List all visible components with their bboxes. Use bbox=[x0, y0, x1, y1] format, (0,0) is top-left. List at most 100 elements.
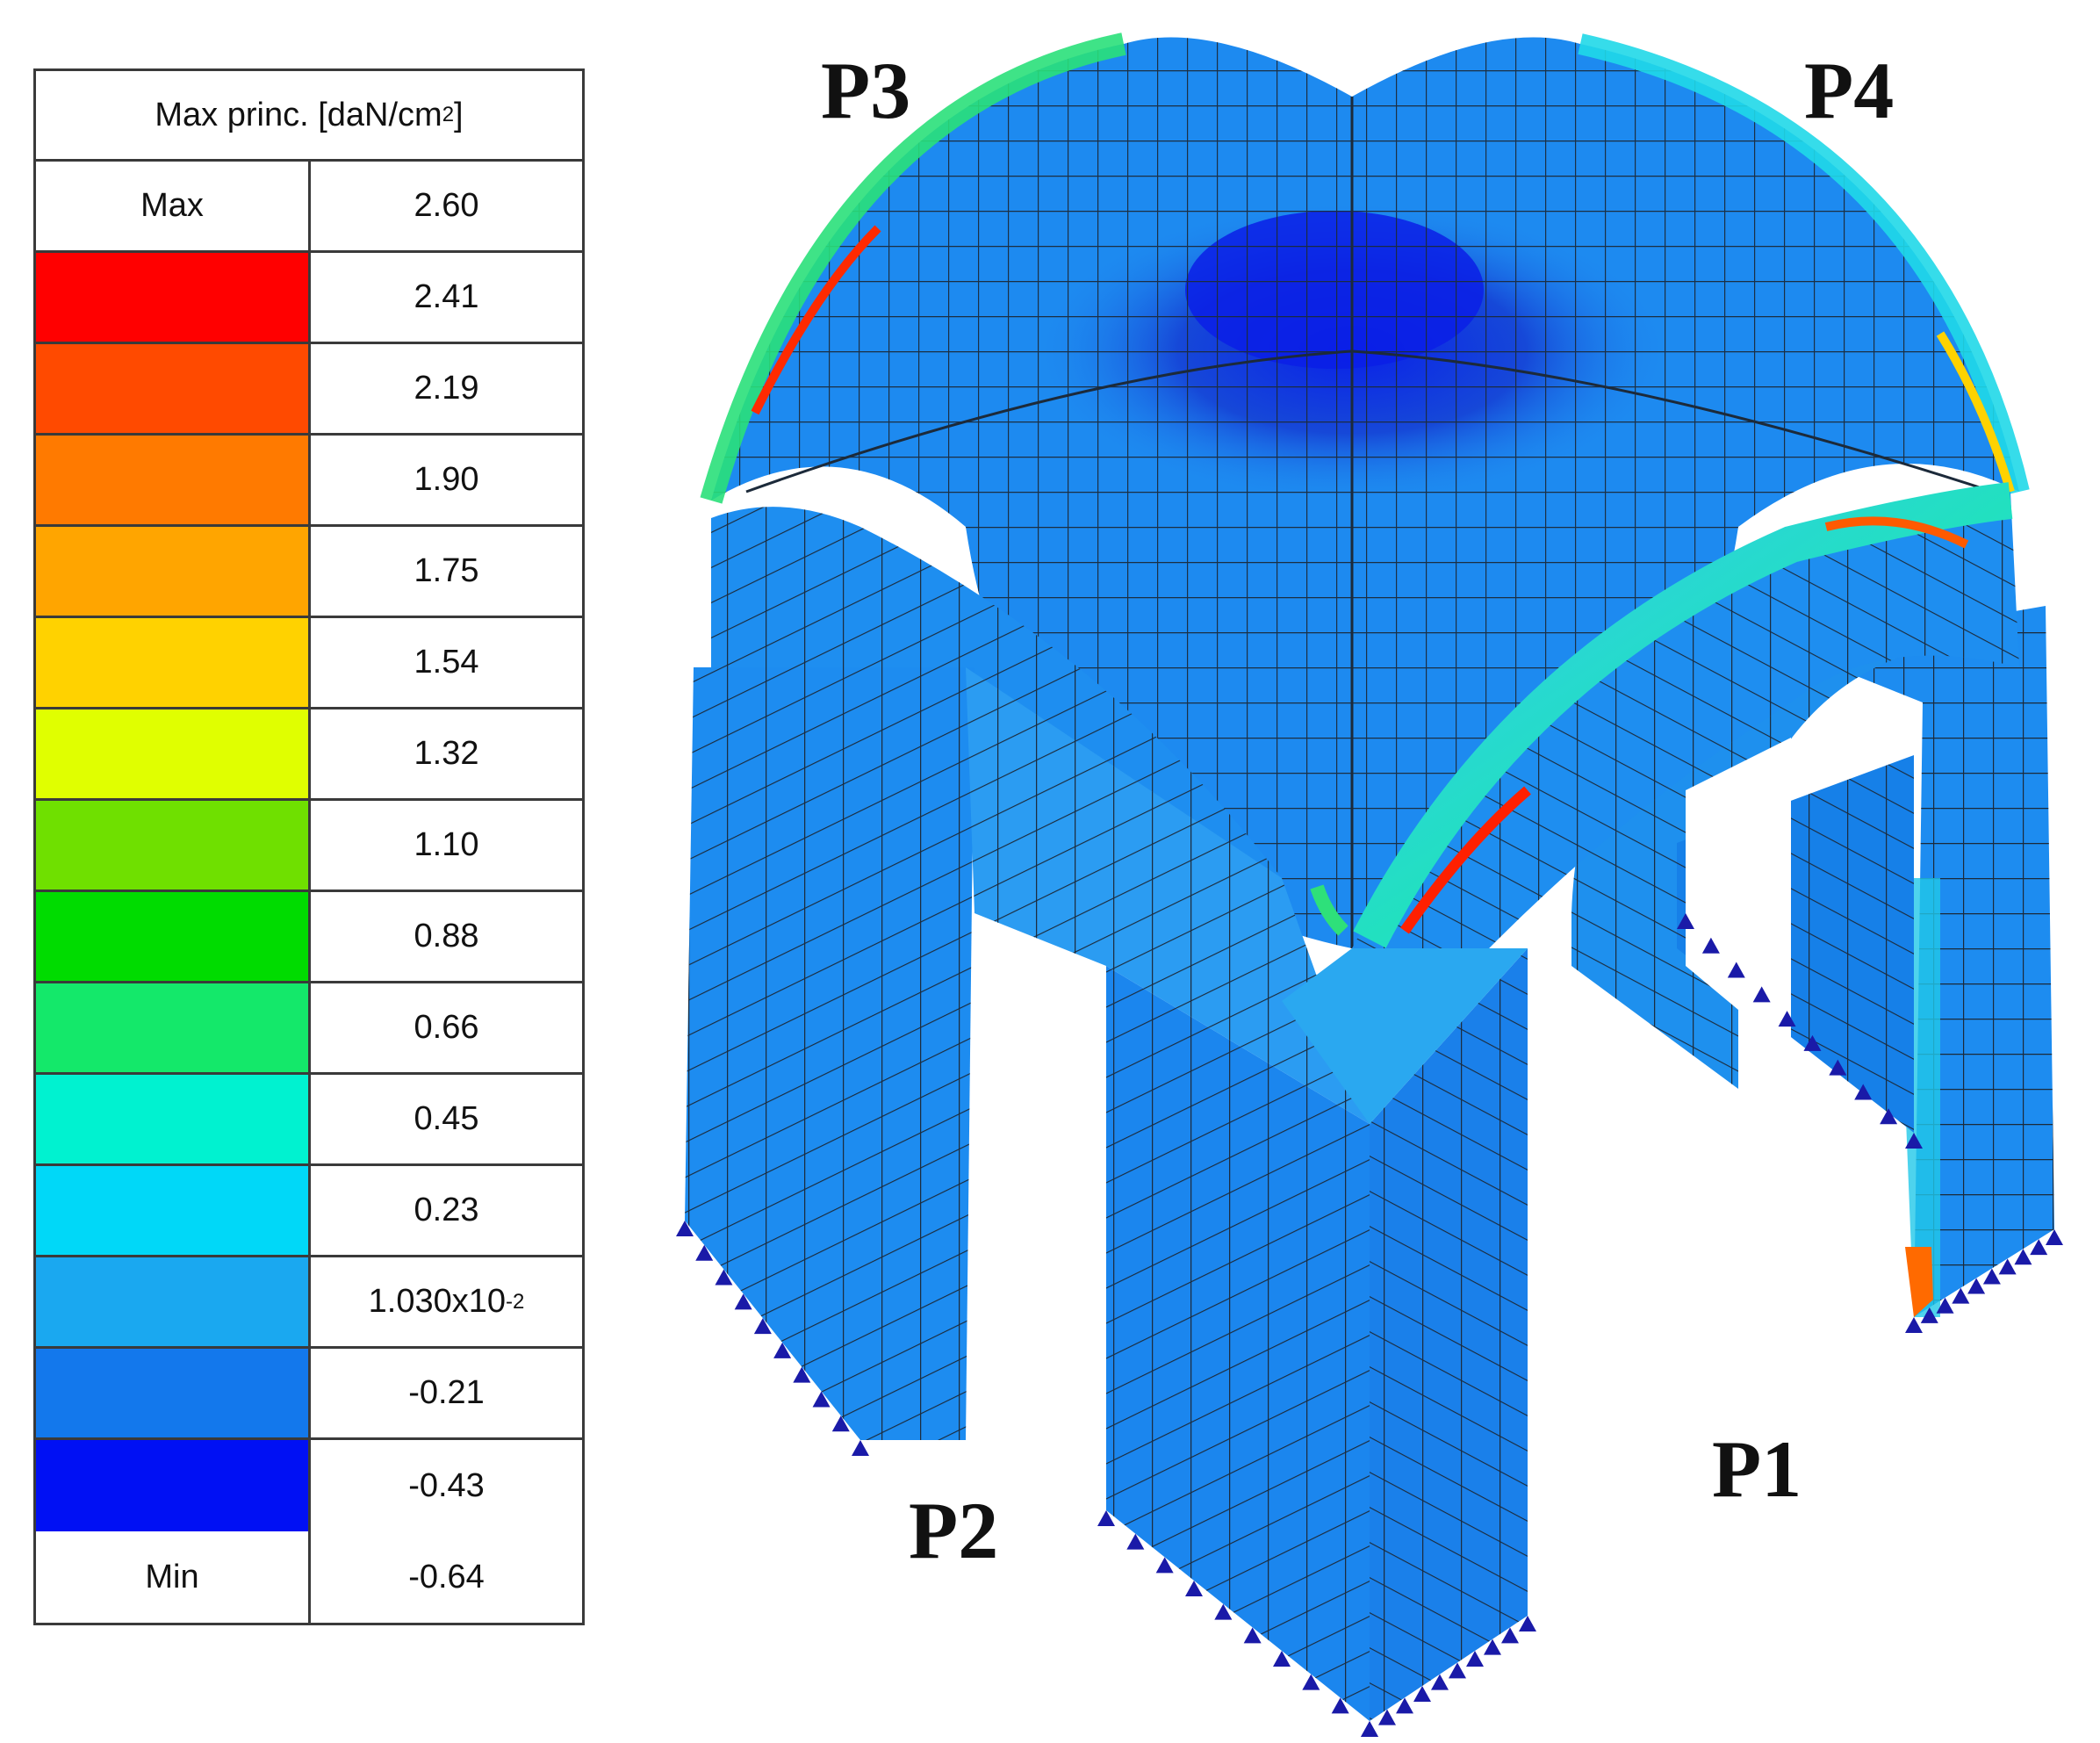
legend-band-value: 1.75 bbox=[414, 552, 479, 589]
legend-row-min: Min -0.64 bbox=[36, 1531, 582, 1623]
legend-band-row: 1.10 bbox=[36, 801, 582, 892]
support-marker bbox=[1701, 937, 1720, 954]
vault-fem-render bbox=[676, 32, 2063, 1737]
legend-band-row: 2.41 bbox=[36, 253, 582, 344]
legend-min-value: -0.64 bbox=[408, 1558, 485, 1595]
legend-band-value: 1.10 bbox=[414, 826, 479, 863]
legend-band-row: -0.21 bbox=[36, 1349, 582, 1440]
support-marker bbox=[831, 1415, 850, 1432]
support-marker bbox=[1273, 1651, 1291, 1667]
support-marker bbox=[1214, 1603, 1233, 1620]
support-marker bbox=[1829, 1059, 1847, 1076]
support-marker bbox=[793, 1366, 811, 1383]
pier-label-p3: P3 bbox=[821, 46, 911, 135]
legend-max-value: 2.60 bbox=[414, 187, 479, 224]
legend-band-row: 1.030x10 -2 bbox=[36, 1257, 582, 1349]
legend-band-row: 1.54 bbox=[36, 618, 582, 709]
legend-band-row: 0.88 bbox=[36, 892, 582, 983]
legend-max-label: Max bbox=[36, 162, 311, 250]
vault-model: P3 P4 P2 P1 bbox=[650, 0, 2100, 1739]
arch-front bbox=[711, 482, 2019, 1019]
legend-band-value: 0.45 bbox=[414, 1100, 479, 1137]
legend-band-row: 1.90 bbox=[36, 436, 582, 527]
legend-band-row: 1.32 bbox=[36, 709, 582, 801]
legend-color-swatch bbox=[36, 1349, 311, 1437]
pier-label-p1: P1 bbox=[1712, 1424, 1802, 1514]
pier-front-center bbox=[966, 667, 1528, 1721]
legend-band-value: 2.41 bbox=[414, 278, 479, 315]
support-marker bbox=[812, 1391, 831, 1408]
legend-band-value: 0.66 bbox=[414, 1009, 479, 1046]
support-marker bbox=[1243, 1627, 1262, 1644]
legend-band-value: 1.90 bbox=[414, 461, 479, 498]
support-marker bbox=[1431, 1674, 1449, 1690]
legend-band-row: -0.43 bbox=[36, 1440, 582, 1531]
support-marker bbox=[1331, 1697, 1349, 1714]
support-marker bbox=[1302, 1674, 1320, 1690]
opening-right bbox=[1686, 738, 1791, 1054]
support-marker bbox=[1727, 962, 1745, 978]
support-marker bbox=[1155, 1557, 1174, 1574]
support-marker bbox=[852, 1440, 869, 1456]
support-marker bbox=[1519, 1616, 1536, 1631]
support-marker bbox=[1396, 1697, 1413, 1714]
legend-band-value: 1.030x10 -2 bbox=[368, 1283, 525, 1320]
legend-color-swatch bbox=[36, 1166, 311, 1255]
legend-band-row: 0.23 bbox=[36, 1166, 582, 1257]
support-marker bbox=[1413, 1686, 1431, 1702]
legend-band-value: 0.88 bbox=[414, 918, 479, 954]
support-marker bbox=[1982, 1268, 2001, 1285]
legend-title: Max princ. [daN/cm 2] bbox=[36, 71, 582, 162]
support-marker bbox=[1936, 1297, 1954, 1314]
support-marker bbox=[1880, 1108, 1898, 1125]
support-marker bbox=[1920, 1307, 1938, 1323]
legend-band-value: -0.43 bbox=[408, 1466, 485, 1504]
support-marker bbox=[1378, 1709, 1396, 1725]
support-marker bbox=[1484, 1639, 1501, 1655]
support-marker bbox=[1803, 1034, 1822, 1051]
legend-row-max: Max 2.60 bbox=[36, 162, 582, 253]
legend-color-swatch bbox=[36, 1257, 311, 1346]
support-marker bbox=[2014, 1249, 2032, 1265]
pier-left bbox=[685, 667, 974, 1440]
support-marker bbox=[2030, 1239, 2048, 1256]
legend-color-swatch bbox=[36, 527, 311, 616]
support-marker bbox=[2046, 1229, 2063, 1245]
support-marker bbox=[734, 1293, 752, 1310]
legend-band-value: 2.19 bbox=[414, 370, 479, 407]
support-marker bbox=[676, 1221, 694, 1236]
legend-band-value: -0.21 bbox=[408, 1374, 485, 1411]
support-marker bbox=[1361, 1721, 1378, 1737]
support-marker bbox=[1501, 1627, 1519, 1644]
legend-color-swatch bbox=[36, 709, 311, 798]
pier-label-p4: P4 bbox=[1804, 46, 1895, 135]
legend-color-swatch bbox=[36, 618, 311, 707]
support-marker bbox=[1952, 1287, 1970, 1304]
legend-color-swatch bbox=[36, 436, 311, 524]
support-marker bbox=[695, 1244, 714, 1261]
support-markers bbox=[676, 913, 2063, 1737]
legend-color-swatch bbox=[36, 801, 311, 890]
legend-color-swatch bbox=[36, 253, 311, 342]
legend-color-swatch bbox=[36, 344, 311, 433]
support-marker bbox=[1097, 1510, 1115, 1526]
support-marker bbox=[1126, 1533, 1145, 1550]
support-marker bbox=[1752, 986, 1771, 1003]
support-marker bbox=[1905, 1317, 1923, 1333]
legend-bands: 2.41 2.19 1.90 1.75 1.54 1.32 1.10 0.88 0.66 0.45… bbox=[36, 253, 582, 1531]
support-marker bbox=[1185, 1581, 1203, 1596]
support-marker bbox=[753, 1318, 772, 1335]
legend-band-row: 0.45 bbox=[36, 1075, 582, 1166]
legend-band-row: 0.66 bbox=[36, 983, 582, 1075]
support-marker bbox=[1905, 1133, 1923, 1149]
support-marker bbox=[1466, 1651, 1484, 1667]
legend-min-label: Min bbox=[36, 1531, 311, 1623]
support-marker bbox=[1449, 1662, 1466, 1679]
support-marker bbox=[773, 1342, 792, 1358]
opening-left bbox=[974, 931, 1106, 1458]
legend-band-value: 1.54 bbox=[414, 644, 479, 681]
support-marker bbox=[1967, 1278, 1986, 1294]
legend-color-swatch bbox=[36, 892, 311, 981]
support-marker bbox=[1778, 1011, 1796, 1027]
stress-legend: Max princ. [daN/cm 2] Max 2.60 2.41 2.19 1.… bbox=[33, 68, 585, 1625]
